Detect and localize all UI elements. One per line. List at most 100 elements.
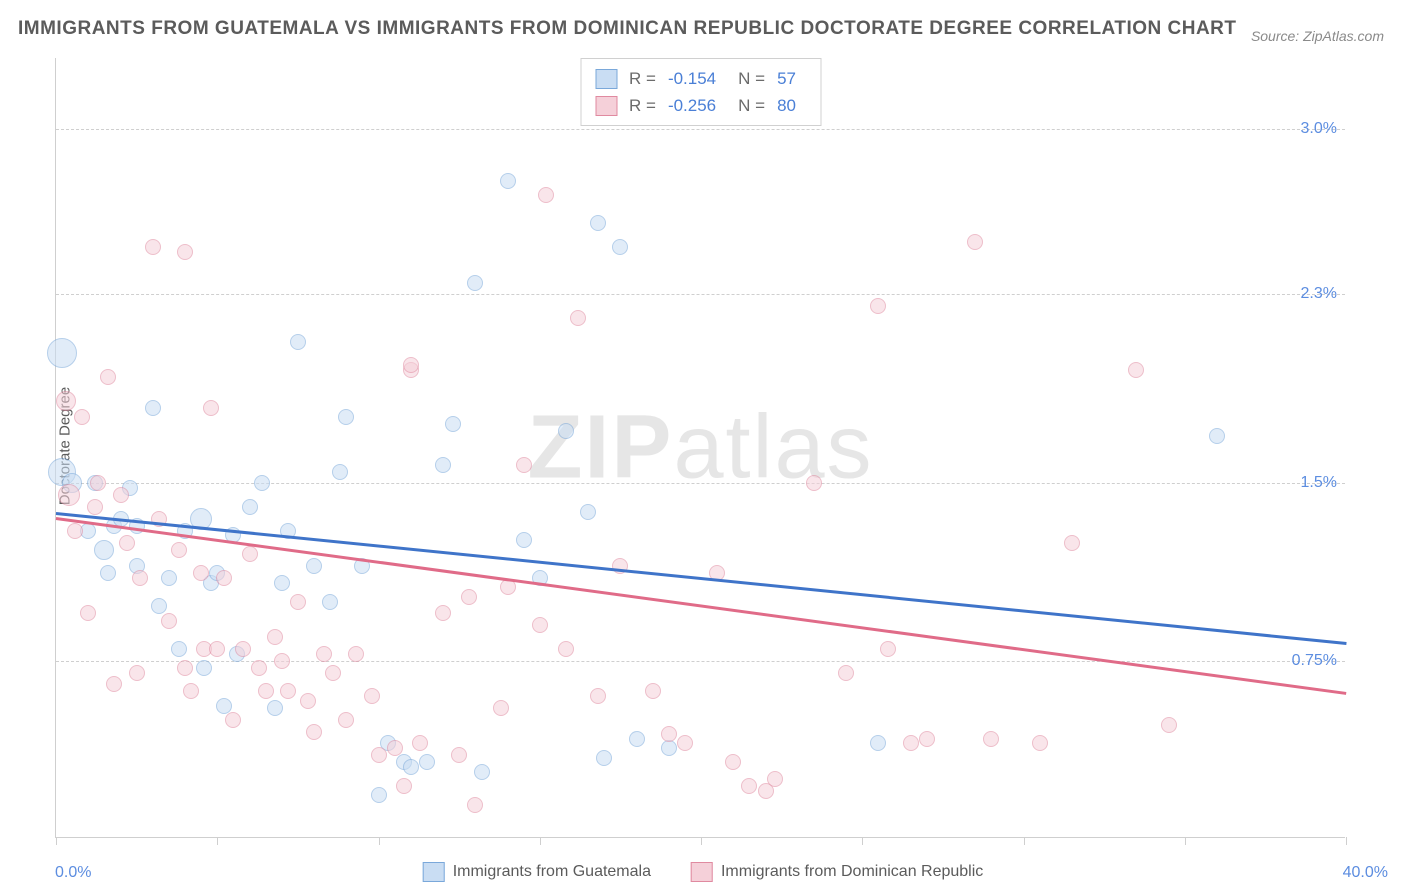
scatter-point-guatemala [145,400,161,416]
legend-row-guatemala: R = -0.154 N = 57 [595,65,806,92]
scatter-point-dominican [1032,735,1048,751]
scatter-point-guatemala [100,565,116,581]
scatter-point-dominican [806,475,822,491]
scatter-point-dominican [145,239,161,255]
scatter-point-dominican [242,546,258,562]
gridline [56,294,1345,295]
scatter-point-dominican [267,629,283,645]
scatter-point-guatemala [870,735,886,751]
scatter-point-guatemala [558,423,574,439]
scatter-point-guatemala [290,334,306,350]
legend-item-dominican: Immigrants from Dominican Republic [691,862,983,882]
scatter-point-guatemala [274,575,290,591]
legend-stats-box: R = -0.154 N = 57 R = -0.256 N = 80 [580,58,821,126]
scatter-point-dominican [967,234,983,250]
trendline-guatemala [56,512,1346,644]
n-label: N = [738,92,765,119]
scatter-point-dominican [306,724,322,740]
scatter-point-guatemala [332,464,348,480]
scatter-point-guatemala [596,750,612,766]
scatter-point-guatemala [171,641,187,657]
scatter-point-dominican [209,641,225,657]
scatter-point-guatemala [580,504,596,520]
scatter-point-dominican [87,499,103,515]
swatch-guatemala [595,69,617,89]
scatter-point-dominican [661,726,677,742]
scatter-point-dominican [725,754,741,770]
scatter-point-dominican [532,617,548,633]
scatter-point-guatemala [242,499,258,515]
x-tick [862,837,863,845]
source-credit: Source: ZipAtlas.com [1251,28,1384,44]
scatter-point-guatemala [661,740,677,756]
scatter-point-dominican [558,641,574,657]
scatter-point-guatemala [47,338,77,368]
scatter-point-dominican [258,683,274,699]
scatter-point-guatemala [94,540,114,560]
scatter-point-dominican [274,653,290,669]
gridline [56,129,1345,130]
r-label: R = [629,92,656,119]
watermark-zip: ZIP [527,397,673,497]
scatter-point-dominican [451,747,467,763]
scatter-point-dominican [325,665,341,681]
scatter-point-dominican [338,712,354,728]
scatter-point-dominican [106,676,122,692]
scatter-point-dominican [90,475,106,491]
scatter-point-dominican [371,747,387,763]
x-tick [1346,837,1347,845]
scatter-point-guatemala [161,570,177,586]
scatter-point-dominican [880,641,896,657]
scatter-point-dominican [58,484,80,506]
trendline-dominican [56,517,1346,694]
source-label: Source: [1251,28,1299,44]
scatter-point-dominican [903,735,919,751]
scatter-point-dominican [177,660,193,676]
r-label: R = [629,65,656,92]
x-tick [701,837,702,845]
x-axis-max-label: 40.0% [1343,864,1388,882]
scatter-point-dominican [461,589,477,605]
n-value-guatemala: 57 [777,65,796,92]
scatter-point-dominican [1064,535,1080,551]
scatter-point-dominican [216,570,232,586]
scatter-point-dominican [364,688,380,704]
scatter-point-guatemala [500,173,516,189]
scatter-point-dominican [1128,362,1144,378]
scatter-point-guatemala [445,416,461,432]
scatter-point-dominican [280,683,296,699]
scatter-point-dominican [177,244,193,260]
scatter-point-dominican [235,641,251,657]
scatter-point-guatemala [267,700,283,716]
legend-label-dominican: Immigrants from Dominican Republic [721,863,983,881]
scatter-point-dominican [838,665,854,681]
swatch-guatemala-icon [423,862,445,882]
scatter-point-guatemala [1209,428,1225,444]
r-value-dominican: -0.256 [668,92,716,119]
scatter-point-guatemala [196,660,212,676]
n-value-dominican: 80 [777,92,796,119]
scatter-point-guatemala [467,275,483,291]
swatch-dominican [595,96,617,116]
plot-area: ZIPatlas R = -0.154 N = 57 R = -0.256 N … [55,58,1345,838]
y-tick-label: 0.75% [1292,652,1337,670]
scatter-point-guatemala [371,787,387,803]
scatter-point-dominican [183,683,199,699]
x-tick [379,837,380,845]
scatter-point-dominican [1161,717,1177,733]
scatter-point-dominican [225,712,241,728]
scatter-point-guatemala [590,215,606,231]
scatter-point-dominican [645,683,661,699]
watermark-atlas: atlas [673,397,873,497]
scatter-point-dominican [80,605,96,621]
x-axis-min-label: 0.0% [55,864,91,882]
scatter-point-guatemala [338,409,354,425]
scatter-point-dominican [119,535,135,551]
scatter-point-dominican [193,565,209,581]
scatter-point-dominican [467,797,483,813]
scatter-point-dominican [251,660,267,676]
scatter-point-dominican [767,771,783,787]
scatter-point-dominican [316,646,332,662]
legend-row-dominican: R = -0.256 N = 80 [595,92,806,119]
scatter-point-dominican [919,731,935,747]
